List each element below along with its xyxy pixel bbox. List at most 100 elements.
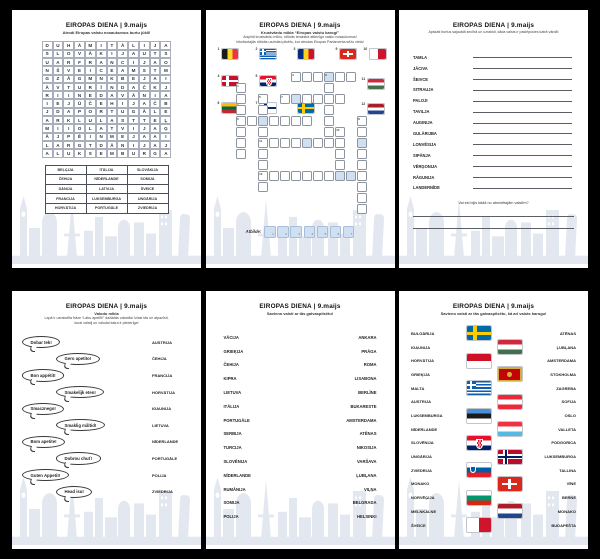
page-matching[interactable]: EIROPAS DIENA | 9.maijs Savieno valsti a… [205,291,395,549]
answer-line[interactable] [473,144,572,146]
crossword-cell[interactable] [279,171,290,182]
country-label[interactable]: UNGĀRIJA [411,454,432,460]
capital-label[interactable]: LISABONA [354,376,377,382]
country-label[interactable]: VĀCIJA [223,334,239,340]
crossword-cell[interactable] [301,72,312,83]
crossword-cell[interactable]: 11 [257,138,268,149]
crossword-cell[interactable]: 5 [257,94,268,105]
country-label[interactable]: GRIEĶIJA [223,348,244,354]
answer-letter-cell[interactable]: 3 [290,226,302,238]
crossword-cell[interactable] [323,105,334,116]
crossword-cell[interactable] [323,171,334,182]
country-label[interactable]: ČEHIJA [152,356,167,362]
crossword-cell[interactable] [279,116,290,127]
country-label[interactable]: ITĀLIJA [223,403,240,409]
country-label[interactable]: MALTA [411,385,425,391]
crossword-cell[interactable] [279,138,290,149]
country-label[interactable]: HORVĀTIJA [152,389,176,395]
crossword-cell[interactable] [334,72,345,83]
country-label[interactable]: FRANCIJA [152,373,173,379]
crossword-cell[interactable] [235,138,246,149]
country-label[interactable]: TURCIJA [223,445,242,451]
crossword-cell[interactable] [235,127,246,138]
capital-label[interactable]: BERNE [561,495,576,501]
capital-label[interactable]: ROMA [363,362,377,368]
country-label[interactable]: HORVĀTIJA [411,358,435,364]
capital-label[interactable]: ĻUBĻANA [556,344,576,350]
crossword-cell[interactable]: 7 [279,94,290,105]
crossword-cell[interactable] [235,149,246,160]
speech-bubble[interactable]: Dobar tek! [22,336,61,349]
capital-label[interactable]: VALLETA [558,426,576,432]
page-crossword[interactable]: EIROPAS DIENA | 9.maijs Krustvārdu mīkla… [205,10,395,268]
crossword-cell[interactable] [257,149,268,160]
country-label[interactable]: PORTUGĀLE [223,417,250,423]
crossword-cell[interactable] [312,94,323,105]
capital-label[interactable]: BUDAPEŠTA [551,522,576,528]
crossword-cell[interactable] [356,204,367,215]
country-label[interactable]: SLOVĒNIJA [223,458,248,464]
country-label[interactable]: LIETUVA [152,422,169,428]
country-label[interactable]: LIETUVA [223,389,242,395]
answer-letter-cell[interactable]: 2 [277,226,289,238]
capital-label[interactable]: ĻUBĻANA [356,472,377,478]
capital-label[interactable]: AMSTERDAMA [346,417,377,423]
capital-label[interactable]: OSLO [564,413,576,419]
speech-bubble[interactable]: Bon appétit! [22,369,65,382]
country-label[interactable]: SLOVĒNIJA [411,440,434,446]
crossword-cell[interactable]: 9 [323,72,334,83]
crossword-cell[interactable] [345,171,356,182]
crossword-cell[interactable] [356,182,367,193]
crossword-cell[interactable] [257,127,268,138]
crossword-cell[interactable] [268,171,279,182]
speech-bubble[interactable]: Dobrou chuť! [56,452,101,465]
capital-label[interactable]: MONAKO [557,508,576,514]
capital-label[interactable]: ATĒNAS [359,431,377,437]
crossword-cell[interactable] [301,94,312,105]
capital-label[interactable]: VĪNE [566,481,576,487]
speech-bubble[interactable]: Gero apetito! [56,352,100,366]
crossword-cell[interactable] [356,127,367,138]
answer-line[interactable] [473,155,572,157]
crossword-cell[interactable] [257,116,268,127]
crossword-cell[interactable] [323,127,334,138]
country-label[interactable]: MELNKALNE [411,508,437,514]
country-label[interactable]: RUMĀNIJA [223,486,246,492]
country-label[interactable]: MONAKO [411,481,430,487]
answer-line[interactable] [473,57,572,59]
country-label[interactable]: AUSTRIJA [411,399,432,405]
answer-line[interactable] [413,228,574,230]
speech-bubble[interactable]: Bom apetite! [22,435,66,449]
capital-label[interactable]: BELGRADA [352,500,377,506]
crossword-cell[interactable]: 10 [334,127,345,138]
country-label[interactable]: NORVĒĢIJA [411,495,435,501]
country-label[interactable]: AUSTRIJA [152,339,173,345]
crossword-cell[interactable] [257,182,268,193]
capital-label[interactable]: ZAGREBA [556,385,576,391]
country-label[interactable]: POLIJA [223,514,239,520]
page-anagrams[interactable]: EIROPAS DIENA | 9.maijs Apskati burtus s… [399,10,588,268]
capital-label[interactable]: NIKOSIJA [356,445,377,451]
crossword-cell[interactable] [323,83,334,94]
crossword-cell[interactable] [345,72,356,83]
answer-letter-cell[interactable]: 7 [342,226,355,238]
crossword-cell[interactable] [301,171,312,182]
crossword-cell[interactable] [290,94,301,105]
answer-line[interactable] [473,177,572,179]
crossword-cell[interactable] [312,72,323,83]
page-wordsearch[interactable]: EIROPAS DIENA | 9.maijs Atrodi Eiropas v… [12,10,201,268]
crossword-cell[interactable] [268,138,279,149]
answer-line[interactable] [473,68,572,70]
crossword-cell[interactable]: 4 [290,72,301,83]
crossword-cell[interactable] [356,149,367,160]
country-label[interactable]: IGAUNIJA [152,406,172,412]
crossword-cell[interactable] [334,94,345,105]
speech-bubble[interactable]: Smacznego! [22,402,65,415]
capital-label[interactable]: ANKARA [358,334,377,340]
speech-bubble[interactable]: Guten Appetit! [22,469,69,482]
crossword-cell[interactable] [323,94,334,105]
capital-label[interactable]: TALLINA [559,467,576,473]
crossword-cell[interactable]: 6 [235,116,246,127]
crossword-cell[interactable] [356,160,367,171]
country-label[interactable]: NĪDERLANDE [152,439,179,445]
